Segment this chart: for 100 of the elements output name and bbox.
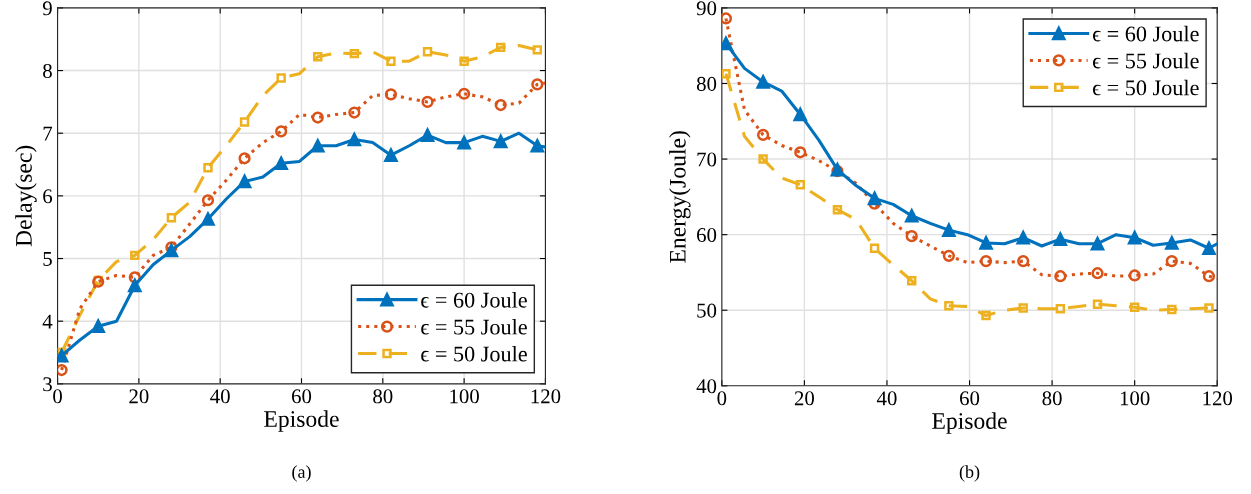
point (942, 223, 956, 237)
point (1092, 299, 1103, 309)
point (201, 194, 215, 207)
y-tick-label: 60 (697, 228, 717, 243)
point (1202, 270, 1216, 283)
point (164, 243, 179, 258)
point (420, 128, 435, 142)
y-axis-title: Delay(sec) (15, 145, 37, 247)
legend-label: ϵ = 55 Joule (421, 318, 527, 335)
point (274, 156, 288, 171)
point (1129, 302, 1140, 312)
point (1167, 304, 1177, 315)
point (1055, 304, 1066, 314)
x-tick-label: 20 (129, 389, 149, 404)
x-tick-label: 40 (876, 391, 897, 406)
point (793, 107, 808, 122)
y-tick-label: 80 (696, 76, 717, 91)
point (1204, 303, 1214, 313)
point (981, 310, 991, 321)
y-tick-label: 5 (43, 252, 52, 266)
point (276, 73, 286, 83)
point (495, 42, 506, 53)
point (1054, 270, 1067, 283)
point (275, 125, 288, 138)
point (57, 363, 68, 377)
point (1053, 232, 1068, 246)
point (1165, 254, 1178, 268)
legend-label: ϵ = 55 Joule (1092, 52, 1199, 69)
y-tick-label: 50 (697, 303, 717, 318)
x-tick-label: 100 (450, 389, 479, 404)
point (310, 138, 325, 153)
y-tick-label: 7 (43, 126, 53, 141)
point (311, 111, 324, 124)
y-tick-label: 40 (696, 379, 717, 394)
point (832, 204, 843, 215)
point (758, 154, 768, 164)
point (239, 117, 250, 127)
point (130, 250, 140, 261)
x-tick-label: 60 (960, 391, 980, 406)
point (979, 254, 993, 268)
x-axis-title: Episode (932, 412, 1007, 434)
point (237, 174, 252, 189)
point (386, 56, 396, 66)
y-tick-label: 4 (42, 314, 53, 329)
text: (a) (292, 465, 311, 482)
point (869, 243, 880, 253)
point (493, 134, 508, 149)
point (457, 135, 471, 150)
point (1165, 236, 1179, 250)
x-tick-label: 20 (794, 391, 815, 406)
point (422, 47, 433, 57)
point (1202, 241, 1216, 256)
point (166, 213, 177, 223)
legend-label: ϵ = 60 Joule (421, 292, 527, 308)
x-tick-label: 80 (373, 389, 393, 404)
point (756, 75, 770, 89)
point (494, 98, 507, 112)
point (721, 12, 733, 25)
x-tick-label: 80 (1042, 391, 1062, 406)
legend-label: ϵ = 50 Joule (421, 345, 527, 362)
point (1091, 267, 1104, 280)
point (904, 208, 919, 223)
point (201, 212, 215, 226)
point (348, 106, 361, 119)
point (942, 249, 955, 262)
x-tick-label: 40 (210, 389, 230, 404)
x-tick-label: 120 (531, 389, 561, 404)
point (458, 87, 471, 100)
point (1090, 236, 1105, 251)
y-tick-label: 9 (42, 1, 52, 16)
point (313, 52, 323, 62)
x-tick-label: 0 (53, 389, 62, 404)
y-tick-label: 6 (43, 189, 53, 204)
point (531, 78, 544, 91)
point (1016, 230, 1030, 245)
point (721, 68, 731, 79)
point (384, 88, 398, 101)
point (794, 146, 807, 159)
point (238, 152, 251, 165)
point (907, 276, 917, 286)
point (127, 278, 142, 293)
point (459, 56, 469, 66)
legend-label: ϵ = 60 Joule (1092, 25, 1199, 42)
point (349, 48, 360, 59)
point (91, 319, 106, 333)
x-tick-label: 0 (717, 391, 727, 406)
x-tick-label: 100 (1120, 391, 1150, 406)
point (1128, 269, 1141, 282)
point (867, 191, 882, 206)
point (979, 236, 993, 250)
point (347, 132, 362, 147)
y-tick-label: 3 (43, 377, 52, 392)
y-tick-label: 8 (43, 63, 52, 78)
point (203, 162, 213, 173)
x-tick-label: 60 (291, 389, 312, 404)
point (1127, 230, 1142, 245)
y-axis-title: Energy(Joule) (669, 131, 691, 263)
legend-label: ϵ = 50 Joule (1092, 79, 1199, 96)
point (384, 148, 398, 162)
x-axis-title: Episode (264, 410, 339, 432)
